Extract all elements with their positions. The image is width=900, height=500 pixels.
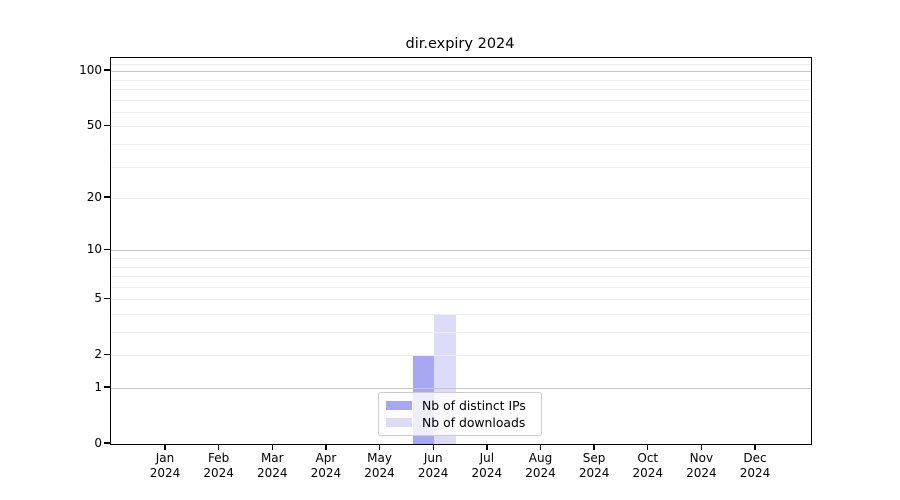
x-tick — [217, 444, 220, 450]
gridline-minor — [111, 276, 811, 278]
x-tick-label-month: May — [367, 451, 392, 465]
gridline-minor — [111, 198, 811, 200]
y-tick-label: 100 — [79, 63, 102, 78]
x-tick-label-year: 2024 — [578, 466, 610, 480]
x-tick-label: Jun 2024 — [401, 451, 465, 481]
x-tick-label-year: 2024 — [739, 466, 771, 480]
x-tick-label-year: 2024 — [417, 466, 449, 480]
legend-swatch-distinct-ips — [386, 400, 412, 410]
x-tick — [378, 444, 381, 450]
y-tick — [104, 196, 110, 198]
y-tick-label: 20 — [86, 190, 102, 205]
x-tick — [593, 444, 595, 450]
gridline-major — [111, 71, 811, 73]
y-tick — [104, 248, 110, 250]
y-tick — [104, 386, 110, 388]
y-tick-label: 2 — [94, 347, 102, 362]
x-tick-label-month: Feb — [208, 451, 230, 465]
x-tick-label-year: 2024 — [632, 466, 664, 480]
gridline-minor — [111, 99, 811, 101]
x-tick-label-month: Sep — [582, 451, 606, 465]
gridline-minor — [111, 126, 811, 128]
y-tick — [104, 297, 110, 299]
x-tick-label-month: Jul — [479, 451, 495, 465]
x-tick-label: Jul 2024 — [455, 451, 519, 481]
x-tick-label: Apr 2024 — [294, 451, 358, 481]
x-tick-label-month: Oct — [637, 451, 659, 465]
gridline-minor — [111, 286, 811, 288]
x-tick-label-year: 2024 — [149, 466, 181, 480]
chart-title: dir.expiry 2024 — [405, 36, 515, 52]
x-tick-label-year: 2024 — [256, 466, 288, 480]
x-tick — [700, 444, 703, 450]
legend-label: Nb of downloads — [422, 415, 526, 431]
x-tick — [754, 444, 756, 450]
plot-area — [110, 57, 812, 445]
x-tick-label-year: 2024 — [364, 466, 395, 480]
y-tick-label: 10 — [86, 242, 102, 257]
x-tick — [486, 444, 488, 450]
legend-label: Nb of distinct IPs — [422, 397, 526, 413]
x-tick-label-month: Apr — [315, 451, 337, 465]
x-tick-label-month: Dec — [743, 451, 767, 465]
gridline-minor — [111, 332, 811, 334]
x-tick-label: Feb 2024 — [187, 451, 251, 481]
gridline-minor — [111, 266, 811, 268]
legend: Nb of distinct IPs Nb of downloads — [378, 392, 542, 436]
x-tick-label-month: Jun — [423, 451, 443, 465]
x-tick-label: Sep 2024 — [562, 451, 626, 481]
y-tick-label: 50 — [86, 118, 102, 133]
legend-item: Nb of distinct IPs — [386, 398, 534, 413]
x-tick — [164, 444, 166, 450]
gridline-minor — [111, 355, 811, 357]
x-tick-label-month: Aug — [528, 451, 553, 465]
gridline-major — [111, 388, 811, 389]
x-tick-label-year: 2024 — [471, 466, 503, 480]
x-tick — [647, 444, 649, 450]
x-tick-label-month: Mar — [260, 451, 284, 465]
gridline-minor — [111, 111, 811, 113]
x-tick-label: May 2024 — [348, 451, 412, 481]
x-tick — [432, 444, 434, 450]
x-tick-label: Oct 2024 — [616, 451, 680, 481]
x-tick — [325, 444, 327, 450]
gridline-minor — [111, 299, 811, 301]
legend-item: Nb of downloads — [386, 415, 534, 430]
x-tick-label: Dec 2024 — [723, 451, 787, 481]
gridline-minor — [111, 89, 811, 91]
gridline-major — [111, 250, 811, 252]
y-tick — [104, 124, 110, 127]
x-tick-label-month: Nov — [689, 451, 714, 465]
gridline-minor — [111, 313, 811, 315]
y-tick — [104, 69, 110, 71]
x-tick-label: Aug 2024 — [508, 451, 572, 481]
gridline-minor — [111, 144, 811, 146]
gridline-minor — [111, 63, 811, 65]
gridline-minor — [111, 79, 811, 81]
x-tick — [539, 444, 542, 450]
gridline-minor — [111, 166, 811, 168]
x-tick-label-year: 2024 — [686, 466, 717, 480]
y-tick — [104, 353, 110, 355]
y-tick-label: 1 — [94, 380, 102, 394]
y-tick-label: 5 — [94, 291, 102, 306]
y-tick-label: 0 — [94, 436, 102, 450]
x-tick-label-year: 2024 — [203, 466, 234, 480]
x-tick — [271, 444, 273, 450]
x-tick-label: Nov 2024 — [669, 451, 733, 481]
x-tick-label-year: 2024 — [525, 466, 556, 480]
legend-swatch-downloads — [386, 418, 412, 428]
gridline-minor — [111, 258, 811, 259]
x-tick-label-year: 2024 — [310, 466, 342, 480]
x-tick-label-month: Jan — [155, 451, 175, 465]
x-tick-label: Mar 2024 — [240, 451, 304, 481]
x-tick-label: Jan 2024 — [133, 451, 197, 481]
y-tick — [104, 442, 110, 444]
